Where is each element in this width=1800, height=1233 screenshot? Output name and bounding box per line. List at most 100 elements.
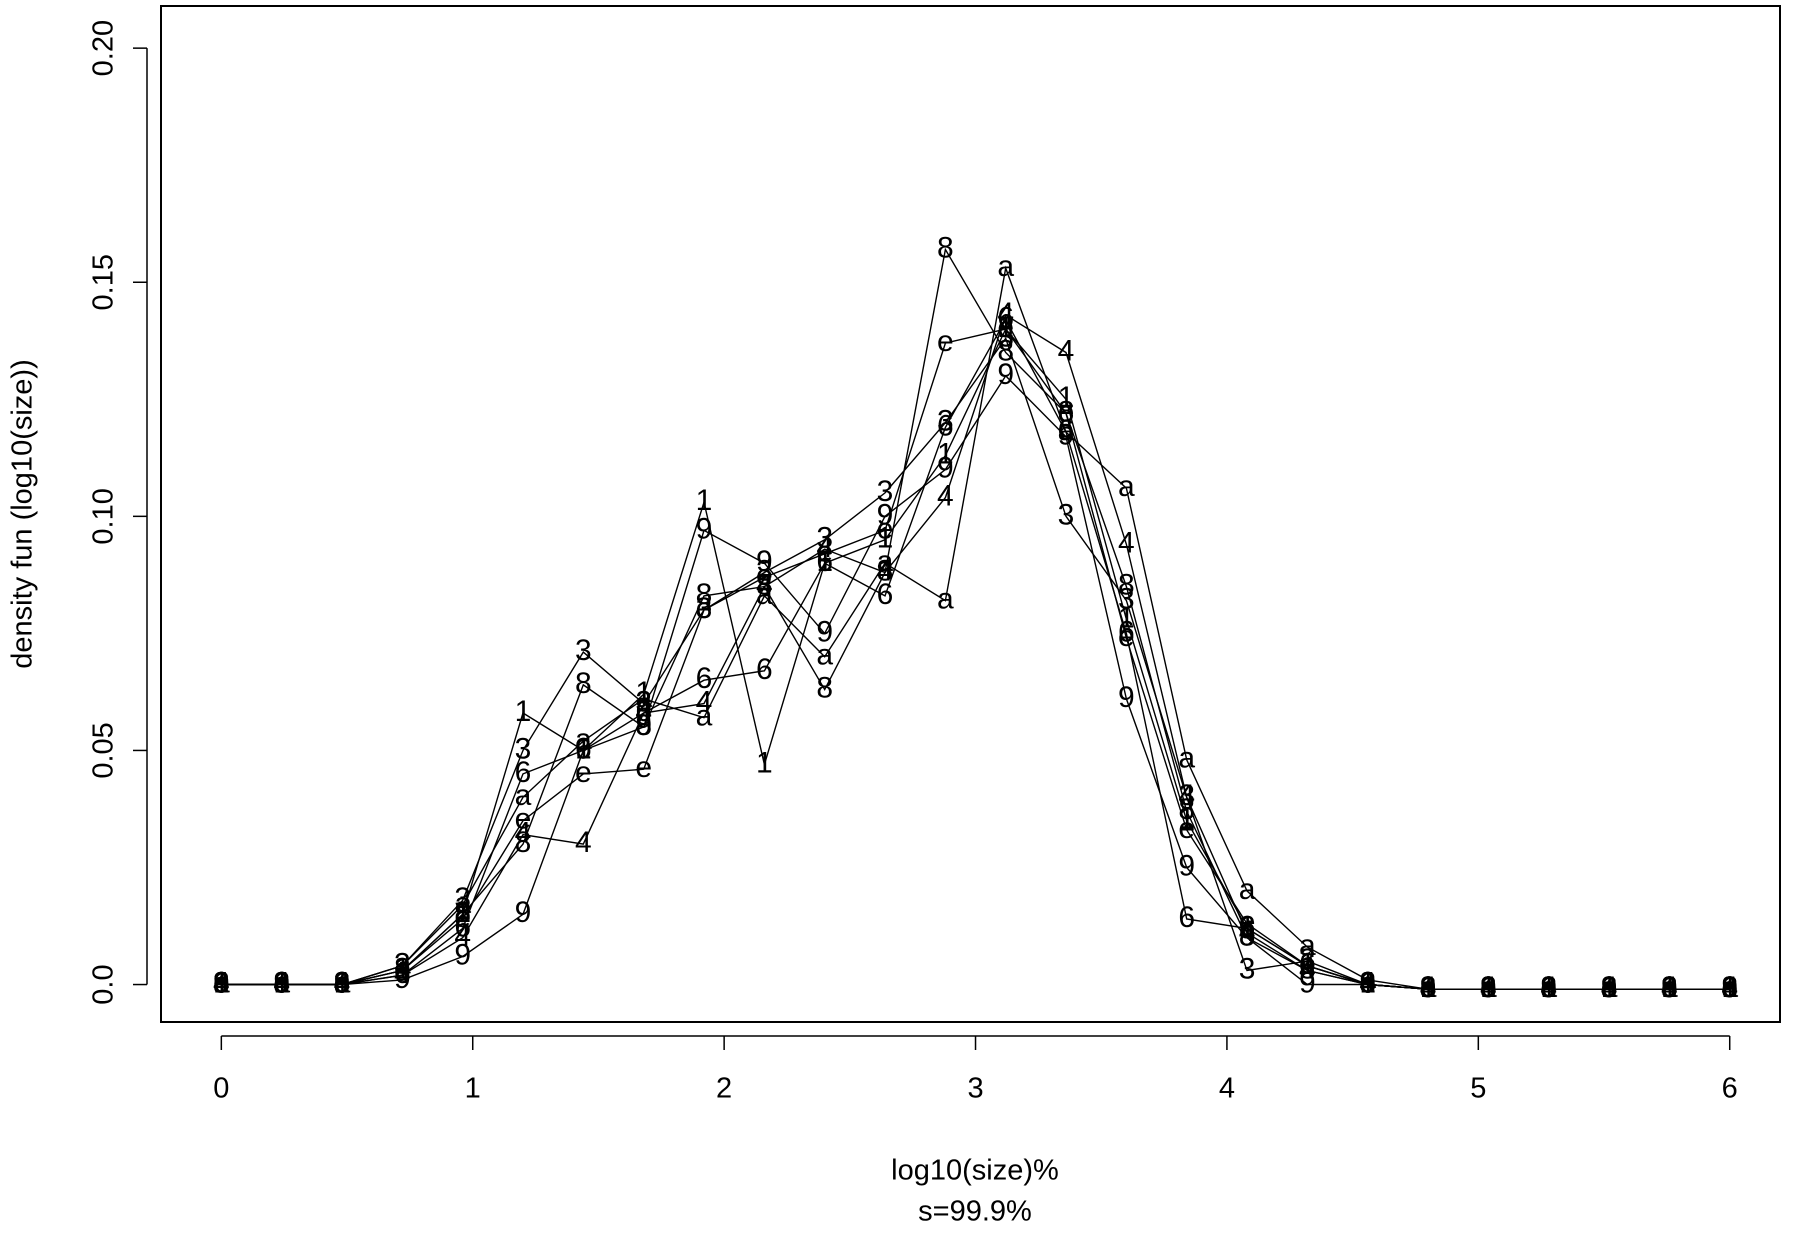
point-symbol: 4 [1721, 971, 1738, 1004]
point-symbol: 6 [1721, 971, 1738, 1004]
point-symbol: 4 [937, 480, 954, 513]
point-symbol: 1 [1239, 910, 1256, 943]
point-symbol: 1 [1661, 971, 1678, 1004]
point-symbol: 9 [1239, 920, 1256, 953]
point-symbol: 4 [997, 297, 1014, 330]
point-symbol: e [575, 756, 592, 789]
x-tick-label: 0 [213, 1073, 229, 1105]
point-symbol: 4 [1480, 971, 1497, 1004]
point-symbol: 3 [635, 686, 652, 719]
point-symbol: e [334, 966, 351, 999]
point-symbol: a [756, 578, 773, 611]
point-symbol: 4 [696, 686, 713, 719]
point-symbol: 1 [394, 952, 411, 985]
point-symbol: e [1480, 971, 1497, 1004]
point-symbol: 8 [937, 231, 954, 264]
point-symbol: 8 [696, 578, 713, 611]
point-symbol: a [1178, 742, 1195, 775]
x-tick-label: 5 [1470, 1073, 1486, 1105]
point-symbol: 9 [937, 451, 954, 484]
point-symbol: 9 [816, 615, 833, 648]
x-tick-label: 1 [465, 1073, 481, 1105]
point-symbol: 9 [1118, 681, 1135, 714]
y-axis-label: density fun (log10(size)) [7, 359, 39, 668]
point-symbol: 9 [454, 938, 471, 971]
point-symbol: a [1420, 971, 1437, 1004]
point-symbol: a [575, 723, 592, 756]
point-symbol: e [635, 751, 652, 784]
point-symbol: 4 [756, 568, 773, 601]
point-symbol: 8 [394, 952, 411, 985]
point-symbol: e [1299, 948, 1316, 981]
point-symbol: 4 [575, 826, 592, 859]
point-symbol: a [334, 966, 351, 999]
point-symbol: 3 [1058, 498, 1075, 531]
point-symbol: e [1359, 966, 1376, 999]
point-symbol: a [1118, 470, 1135, 503]
point-symbol: 4 [1239, 915, 1256, 948]
point-symbol: 8 [1601, 971, 1618, 1004]
point-symbol: 4 [273, 966, 290, 999]
point-symbol: a [1239, 873, 1256, 906]
y-tick-label: 0.10 [88, 488, 120, 544]
point-symbol: e [696, 592, 713, 625]
point-symbol: a [454, 887, 471, 920]
point-symbol: 4 [1118, 526, 1135, 559]
point-symbol: 3 [696, 592, 713, 625]
point-symbol: 6 [937, 409, 954, 442]
point-symbol: 6 [334, 966, 351, 999]
x-tick-label: 6 [1722, 1073, 1738, 1105]
series-line [221, 318, 1730, 990]
point-symbol: 6 [1359, 966, 1376, 999]
point-symbol: 6 [213, 966, 230, 999]
point-symbol: 6 [1178, 901, 1195, 934]
point-symbol: 6 [877, 578, 894, 611]
point-symbol: a [635, 681, 652, 714]
point-symbol: 6 [816, 545, 833, 578]
point-symbol: a [213, 966, 230, 999]
point-symbol: 8 [816, 671, 833, 704]
point-symbol: e [937, 325, 954, 358]
point-symbol: 1 [1299, 948, 1316, 981]
y-tick-label: 0.05 [88, 722, 120, 778]
point-symbol: 9 [1480, 971, 1497, 1004]
point-symbol: 8 [1359, 966, 1376, 999]
point-symbol: 8 [756, 568, 773, 601]
point-symbol: a [273, 966, 290, 999]
point-symbol: a [515, 779, 532, 812]
point-symbol: 6 [696, 662, 713, 695]
point-symbol: e [1420, 971, 1437, 1004]
point-symbol: a [1480, 971, 1497, 1004]
point-symbol: 4 [1540, 971, 1557, 1004]
point-symbol: 8 [997, 334, 1014, 367]
point-symbol: 8 [454, 896, 471, 929]
point-symbol: 3 [816, 522, 833, 555]
y-tick-label: 0.20 [88, 20, 120, 76]
point-symbol: 1 [1540, 971, 1557, 1004]
point-symbol: a [1601, 971, 1618, 1004]
point-symbol: 1 [575, 732, 592, 765]
point-symbol: 1 [635, 676, 652, 709]
point-symbol: a [1359, 962, 1376, 995]
point-symbol: 6 [1480, 971, 1497, 1004]
point-symbol: 6 [1299, 948, 1316, 981]
series-line [221, 328, 1730, 990]
point-symbol: 9 [1601, 971, 1618, 1004]
point-symbol: 3 [273, 966, 290, 999]
point-symbol: e [997, 311, 1014, 344]
point-symbol: 3 [334, 966, 351, 999]
point-symbol: 3 [1661, 971, 1678, 1004]
point-symbol: 4 [213, 966, 230, 999]
y-tick-label: 0.0 [88, 964, 120, 1004]
point-symbol: e [1118, 620, 1135, 653]
point-symbol: 4 [1601, 971, 1618, 1004]
point-symbol: 6 [635, 695, 652, 728]
point-symbol: 4 [1359, 966, 1376, 999]
point-symbol: 6 [273, 966, 290, 999]
point-symbol: 8 [1299, 952, 1316, 985]
point-symbol: 8 [1058, 395, 1075, 428]
point-symbol: 4 [334, 966, 351, 999]
point-symbol: 1 [334, 966, 351, 999]
x-axis-label: log10(size)% [891, 1155, 1059, 1187]
point-symbol: 3 [575, 634, 592, 667]
